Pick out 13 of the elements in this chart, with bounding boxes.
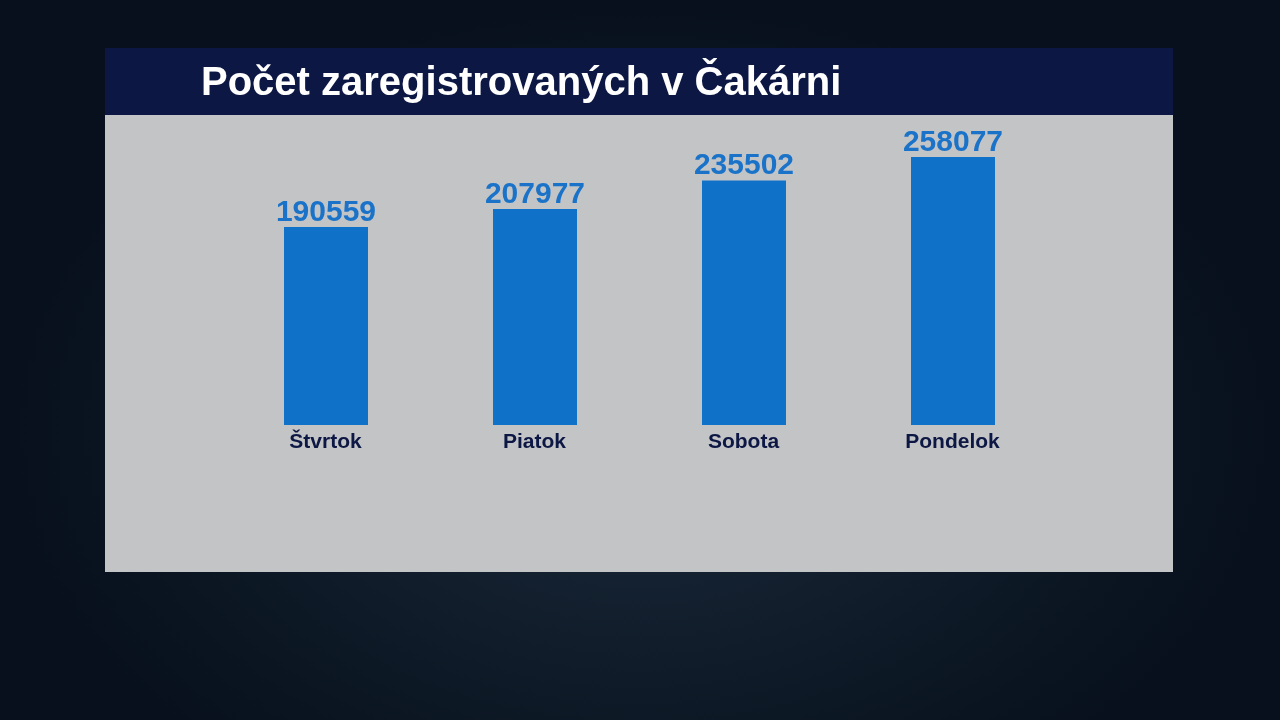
data-label: 235502	[693, 147, 795, 181]
bar	[702, 180, 786, 425]
x-tick-label: Sobota	[707, 428, 780, 452]
data-label: 258077	[902, 124, 1004, 157]
data-label: 207977	[484, 176, 586, 210]
bar	[911, 157, 995, 425]
data-label: 190559	[275, 194, 377, 228]
chart-title: Počet zaregistrovaných v Čakárni	[105, 48, 1173, 115]
x-tick-label: Štvrtok	[289, 428, 362, 452]
bar	[284, 227, 368, 425]
x-tick-label: Pondelok	[905, 428, 1001, 452]
x-tick-label: Piatok	[502, 428, 567, 452]
bar	[493, 209, 577, 425]
